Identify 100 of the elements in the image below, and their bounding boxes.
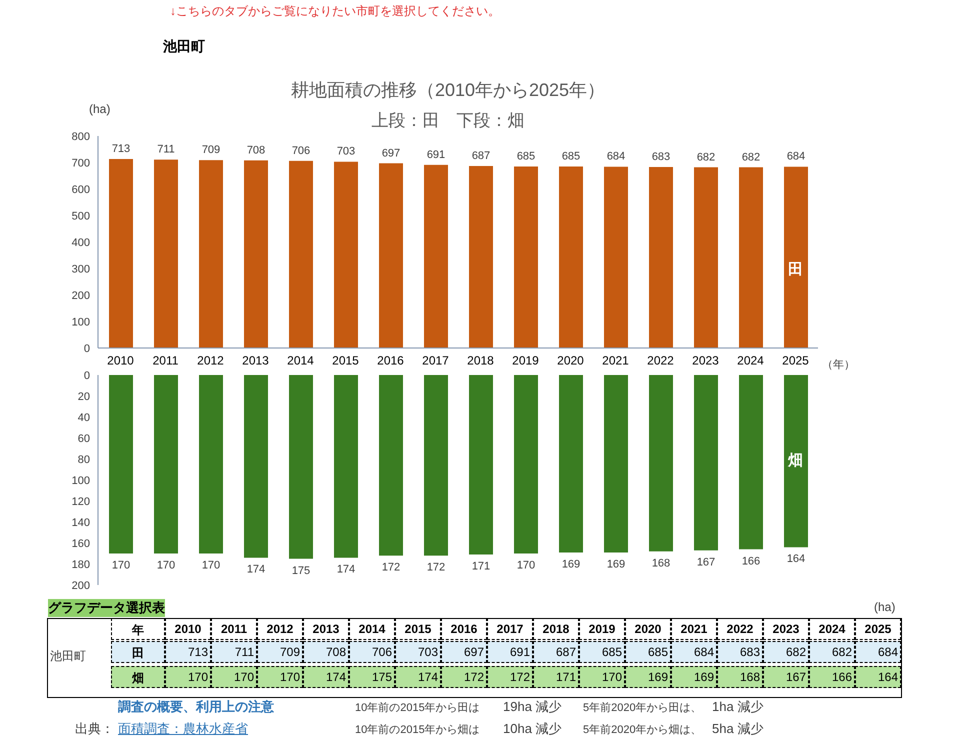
x-tick-label: 2020 [625,618,671,640]
x-tick-label: 2018 [533,618,579,640]
text: 池田町 [163,38,205,56]
data-label: 683 [652,151,670,164]
data-label: 706 [292,144,310,157]
bar [649,167,673,348]
x-tick-label: 2013 [303,618,349,640]
y-tick-label: 0 [84,370,90,382]
x-tick-label: 2018 [467,354,494,368]
text: 面積調査：農林水産省 [118,720,248,738]
data-label: 691 [487,641,533,663]
text: 5年前2020年から田は、 [583,701,702,715]
data-label: 685 [579,641,625,663]
data-label: 684 [855,641,901,663]
x-tick-label: 2023 [763,618,809,640]
text: 10ha 減少 [503,720,562,738]
bar [199,160,223,348]
data-label: 169 [562,558,580,570]
data-label: 175 [349,666,395,688]
y-tick-label: 100 [72,316,90,328]
data-label: 170 [202,560,220,572]
text: 調査の概要、利用上の注意 [118,698,274,716]
data-label: 172 [426,562,446,574]
data-label: 175 [292,564,310,577]
data-label: 164 [855,666,901,688]
bar [694,167,718,348]
y-tick-label: 0 [84,342,90,355]
data-label: 684 [606,150,626,163]
x-tick-label: 2021 [671,618,717,640]
data-label: 170 [516,560,536,572]
text: 10年前の2015年から田は [355,701,480,715]
x-tick-label: 2021 [602,354,630,368]
data-label: 711 [211,641,257,663]
text: 19ha 減少 [503,698,562,716]
bar [109,159,133,348]
data-label: 691 [426,148,446,161]
x-tick-label: 2010 [165,618,211,640]
data-label: 684 [786,150,806,163]
bar [469,166,493,348]
bar [514,166,538,348]
data-label: 697 [441,641,487,663]
data-label: 170 [579,666,625,688]
data-label: 170 [257,666,303,688]
data-label: 687 [472,150,490,162]
source-note: 出典： [75,720,114,738]
data-label: 703 [395,641,441,663]
bar [154,160,178,348]
data-label: 708 [303,641,349,663]
data-label: 703 [336,146,356,158]
x-tick-label: 2012 [197,354,224,368]
data-label: 168 [652,557,670,570]
x-tick-label: 2011 [211,618,257,640]
bar [334,162,358,348]
x-tick-label: 2019 [512,354,540,368]
data-label: 164 [786,553,806,566]
data-label: 708 [246,144,266,156]
x-tick-label: 2015 [332,354,360,368]
data-label: 709 [257,641,303,663]
x-tick-label: 2020 [557,354,584,368]
data-label: 170 [211,666,257,688]
y-tick-label: 60 [78,432,90,445]
y-tick-label: 160 [72,538,90,550]
bar [244,160,268,348]
data-label: 709 [202,144,220,156]
text: 池田町 [50,648,86,665]
text: ↓こちらのタブからご覧になりたい市町を選択してください。 [170,3,500,20]
bar [559,166,583,348]
x-tick-label: 2022 [647,354,674,368]
data-label: 174 [246,564,266,576]
data-label: 170 [165,666,211,688]
x-tick-label: 2017 [422,354,450,368]
x-tick-label: 2014 [287,354,314,368]
data-label: 172 [441,666,487,688]
data-label: 169 [625,666,671,688]
data-label: 170 [156,560,176,572]
x-tick-label: 2016 [377,354,404,368]
y-tick-label: 200 [72,290,90,302]
text: 1ha 減少 [712,698,764,716]
y-tick-label: 120 [72,496,90,508]
x-tick-label: 2012 [257,618,303,640]
x-tick-label: 2025 [782,354,810,368]
data-label: 174 [336,564,356,576]
data-label: 711 [157,144,175,156]
chart-subtitle: 上段：田 下段：畑 [372,111,524,130]
x-tick-label: 2019 [579,618,625,640]
data-label: 170 [112,560,130,572]
x-tick-label: 2024 [809,618,855,640]
data-label: 682 [763,641,809,663]
series-label: 田 [788,260,803,279]
data-label: 172 [487,666,533,688]
data-label: 682 [696,151,716,164]
series-label: 畑 [788,451,803,470]
x-tick-label: 2017 [487,618,533,640]
x-tick-label: 2024 [737,354,764,368]
data-label: 682 [742,151,760,164]
text: 年 [111,618,165,640]
y-axis-title: (ha) [89,102,110,116]
data-label: 169 [671,666,717,688]
text: 10年前の2015年から畑は [355,723,480,737]
data-label: 685 [562,150,580,162]
